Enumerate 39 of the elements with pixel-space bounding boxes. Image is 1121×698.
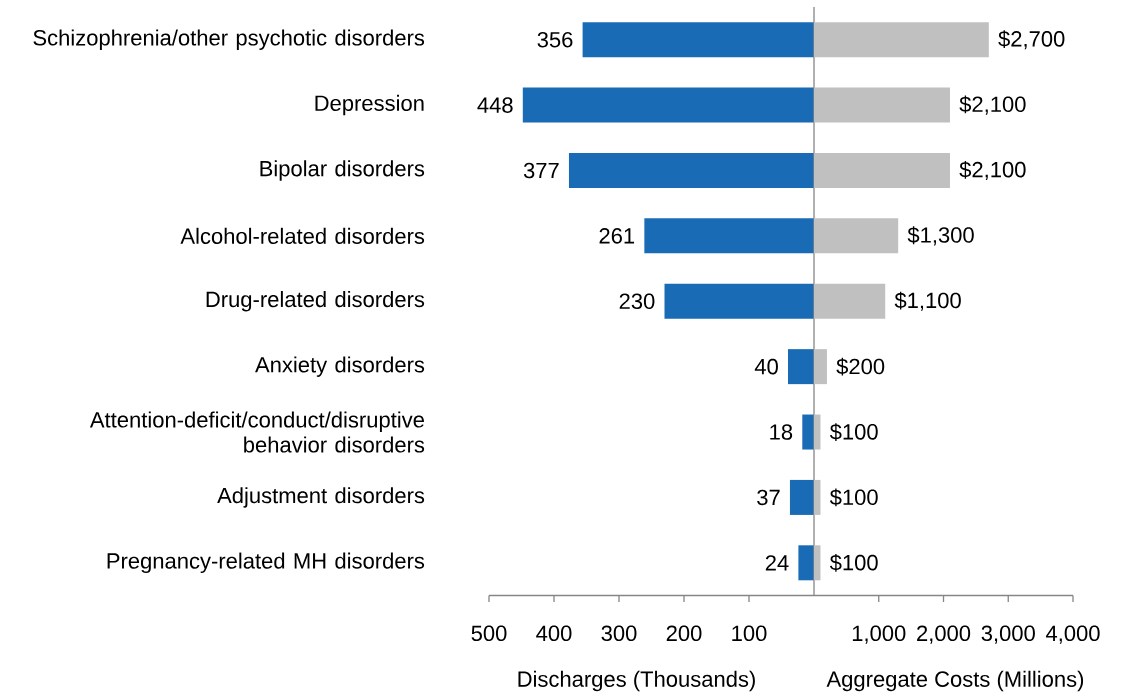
- data-label: $2,100: [959, 95, 1026, 115]
- y-tick-label: Depression: [315, 94, 424, 116]
- x-tick-label: 300: [601, 625, 637, 642]
- x-tick-label: 1,000: [852, 625, 906, 644]
- x-tick-label: 2,000: [917, 625, 971, 644]
- data-label: $2,100: [959, 160, 1026, 181]
- x-tick-label: 200: [666, 625, 702, 642]
- y-tick-label: Schizophrenia/other psychotic disorders: [33, 29, 425, 50]
- data-label: 230: [619, 293, 655, 310]
- y-tick-label: Attention-deficit/conduct/disruptive behavior disorders: [89, 411, 425, 453]
- x-tick-label: 400: [536, 625, 572, 642]
- data-label: $200: [836, 357, 885, 376]
- data-label: 18: [770, 424, 793, 440]
- data-label: $100: [829, 488, 878, 507]
- y-tick-label: Adjustment disorders: [217, 487, 425, 508]
- data-label: $100: [829, 423, 878, 441]
- data-label: 37: [757, 489, 780, 506]
- y-tick-label: Anxiety disorders: [255, 356, 425, 377]
- data-label: 261: [599, 228, 635, 244]
- x-tick-label: 100: [732, 625, 767, 642]
- data-label: $100: [829, 553, 878, 572]
- data-label: 448: [477, 97, 513, 113]
- data-label: 377: [523, 162, 559, 179]
- data-label: $2,700: [998, 30, 1065, 50]
- y-tick-label: Bipolar disorders: [260, 160, 425, 181]
- y-tick-label: Pregnancy-related MH disorders: [107, 552, 425, 574]
- data-label: 40: [754, 358, 778, 375]
- x-tick-label: 500: [471, 625, 507, 642]
- data-label: $1,100: [894, 291, 961, 311]
- bar: [814, 479, 821, 515]
- x-tick-label: 4,000: [1045, 625, 1100, 644]
- x-axis-title: Discharges (Thousands): [518, 670, 755, 692]
- data-label: 356: [537, 31, 573, 48]
- data-label: $1,300: [907, 226, 974, 246]
- data-label: 24: [765, 555, 789, 571]
- y-tick-label: Drug-related disorders: [206, 291, 425, 312]
- x-axis-title: Aggregate Costs (Millions): [826, 670, 1084, 692]
- y-tick-label: Alcohol-related disorders: [180, 227, 425, 244]
- x-tick-label: 3,000: [981, 625, 1035, 644]
